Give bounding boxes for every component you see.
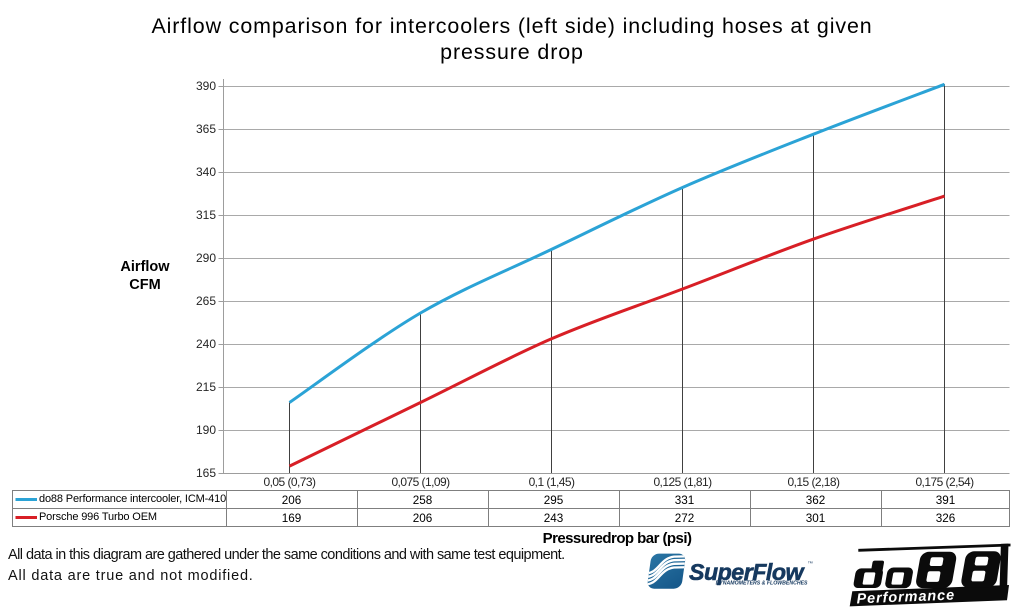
svg-text:DYNAMOMETERS & FLOWBENCHES: DYNAMOMETERS & FLOWBENCHES — [716, 580, 808, 586]
svg-text:™: ™ — [808, 561, 814, 567]
svg-text:SuperFlow: SuperFlow — [689, 559, 805, 585]
svg-text:Performance: Performance — [856, 588, 955, 608]
